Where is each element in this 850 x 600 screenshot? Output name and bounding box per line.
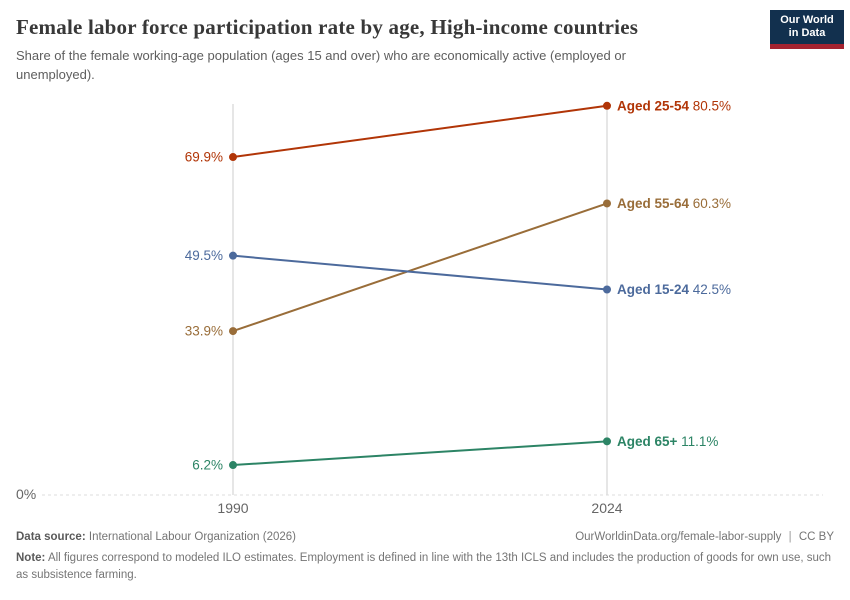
start-value-label-aged-25-54: 69.9% <box>185 150 223 165</box>
footer-separator: | <box>788 531 792 543</box>
owid-url-link[interactable]: OurWorldinData.org/female-labor-supply <box>575 531 782 543</box>
series-end-label-aged-55-64: Aged 55-64 60.3% <box>617 196 731 211</box>
chart-note: Note: All figures correspond to modeled … <box>16 550 834 583</box>
data-point-end-aged-55-64 <box>603 199 611 208</box>
note-text: All figures correspond to modeled ILO es… <box>16 552 832 581</box>
start-value-label-aged-65: 6.2% <box>192 458 223 473</box>
note-label: Note: <box>16 552 46 564</box>
data-point-end-aged-25-54 <box>603 101 611 110</box>
owid-logo: Our World in Data <box>770 10 844 49</box>
x-tick-1990: 1990 <box>217 500 248 516</box>
chart-footer: Data source: International Labour Organi… <box>16 531 834 583</box>
series-end-label-aged-65: Aged 65+ 11.1% <box>617 434 718 449</box>
data-point-start-aged-65 <box>229 461 237 470</box>
start-value-label-aged-55-64: 33.9% <box>185 324 223 339</box>
series-line-aged-25-54 <box>232 104 608 159</box>
footer-credits: OurWorldinData.org/female-labor-supply |… <box>575 531 834 543</box>
data-source-line: Data source: International Labour Organi… <box>16 531 296 543</box>
license-link[interactable]: CC BY <box>798 531 834 543</box>
data-source-value: International Labour Organization (2026) <box>88 531 297 543</box>
chart-subtitle: Share of the female working-age populati… <box>16 48 626 83</box>
data-source-label: Data source: <box>16 531 86 543</box>
owid-logo-line2: in Data <box>788 27 826 39</box>
data-point-start-aged-55-64 <box>229 327 237 336</box>
series-line-aged-55-64 <box>232 202 608 333</box>
series-end-label-aged-15-24: Aged 15-24 42.5% <box>617 282 731 297</box>
owid-logo-line1: Our World <box>780 14 834 26</box>
chart-title: Female labor force participation rate by… <box>16 15 639 39</box>
data-point-start-aged-25-54 <box>229 153 237 162</box>
series-line-aged-15-24 <box>232 254 608 291</box>
chart-header: Female labor force participation rate by… <box>16 14 834 85</box>
y-axis-zero-label: 0% <box>16 486 36 502</box>
series-line-aged-65 <box>232 440 608 467</box>
data-point-end-aged-65 <box>603 437 611 446</box>
start-value-label-aged-15-24: 49.5% <box>185 248 223 263</box>
data-point-end-aged-15-24 <box>603 285 611 294</box>
x-tick-2024: 2024 <box>591 500 622 516</box>
data-point-start-aged-15-24 <box>229 251 237 260</box>
series-end-label-aged-25-54: Aged 25-54 80.5% <box>617 98 731 113</box>
